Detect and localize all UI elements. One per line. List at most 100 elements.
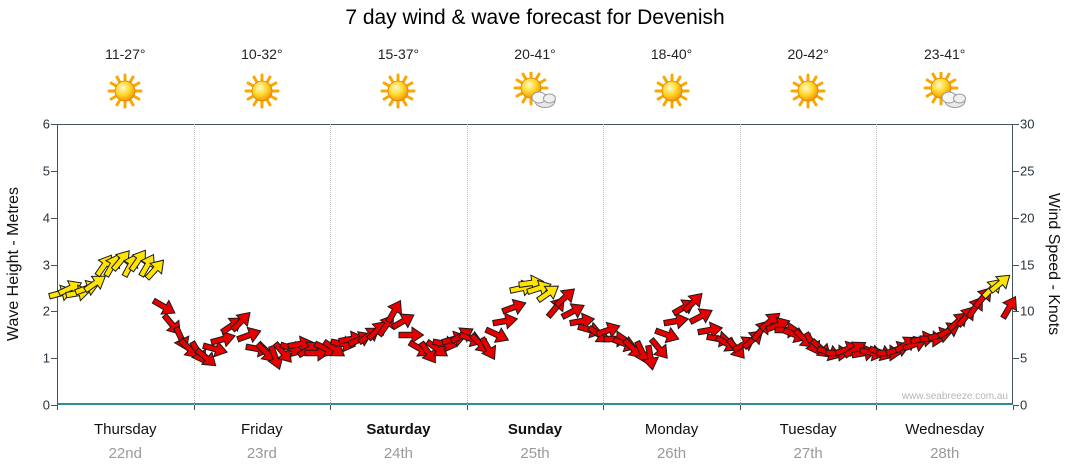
right-axis-tick-label: 30 [1020,116,1035,132]
wind-arrow [380,295,409,327]
day-temperature-label: 20-42° [787,46,829,62]
wind-arrow [640,343,662,373]
day-name-label: Monday [644,421,699,438]
day-weather-icon [649,72,695,114]
day-date-label: 26th [656,445,687,462]
bottom-axis-tick-mark [739,405,741,410]
wind-arrow [398,326,425,344]
day-name-label: Saturday [366,421,431,438]
left-axis-tick-mark [51,264,57,266]
right-axis-tick-mark [1013,358,1019,360]
sun-icon [380,73,416,109]
day-weather-icon [375,72,421,114]
day-weather-icon [239,72,285,114]
wind-arrow [123,244,153,276]
day-date-label: 28th [930,445,960,462]
right-axis-tick-label: 10 [1020,303,1035,319]
day-temperature-label: 18-40° [650,46,693,62]
sun-icon [244,73,280,109]
wind-arrow [209,327,240,351]
right-axis-tick-mark [1013,124,1019,125]
wind-arrow [498,294,530,320]
day-weather-icon [512,70,558,114]
wind-arrow [234,322,266,348]
day-boundary-gridline [193,124,195,405]
right-axis-tick-mark [1013,311,1019,313]
left-axis-tick-mark [51,124,57,125]
left-axis-tick-mark [51,358,57,360]
wind-arrow [387,306,419,335]
chart-title: 7 day wind & wave forecast for Devenish [345,6,725,29]
left-axis-tick-label: 5 [42,163,50,179]
day-temperature-label: 11-27° [105,46,146,62]
left-axis-tick-label: 4 [42,210,50,226]
right-axis-tick-label: 15 [1020,257,1035,272]
wind-arrow [558,297,590,326]
wind-arrow [677,286,709,318]
day-date-label: 23rd [246,445,277,462]
day-name-label: Tuesday [779,421,837,438]
right-axis-tick-mark [1013,217,1019,219]
wind-arrow [148,292,180,321]
day-weather-icon [102,72,148,114]
wind-arrow [414,337,444,369]
wind-arrow [628,337,656,369]
left-axis-tick-mark [51,311,57,313]
chart-plot-area [57,124,1013,405]
day-name-label: Friday [241,421,283,438]
day-name-label: Thursday [94,421,157,438]
bottom-axis-tick-mark [330,405,332,410]
right-axis-tick-mark [1013,405,1019,406]
day-date-label: 25th [520,445,550,462]
day-boundary-gridline [466,124,468,405]
wind-arrow [696,319,726,341]
wind-arrow [652,322,684,348]
day-boundary-gridline [330,124,332,405]
day-temperature-label: 20-41° [514,46,556,62]
left-axis-tick-mark [51,170,57,172]
day-temperature-label: 23-41° [924,46,966,62]
wind-arrow [80,268,112,298]
right-axis-tick-label: 5 [1020,350,1028,366]
wind-arrow [106,244,137,276]
wind-arrow [262,342,288,374]
wind-arrow [532,277,564,307]
wind-arrow [549,282,581,313]
sun-cloud-icon [923,70,966,108]
watermark-text: www.seabreeze.com.au [901,391,1008,402]
right-axis-label: Wind Speed - Knots [1045,192,1062,336]
sun-icon [654,73,690,109]
bottom-axis-tick-mark [1013,405,1014,410]
wind-arrow [251,338,283,370]
left-axis-tick-label: 1 [42,350,50,366]
left-axis-tick-label: 2 [42,303,50,319]
left-axis-tick-label: 6 [42,116,50,132]
wind-arrow [481,321,513,349]
left-axis-tick-label: 3 [42,257,50,272]
wind-arrow [268,337,299,369]
bottom-axis-tick-mark [57,405,58,410]
wind-arrow [191,343,223,374]
right-axis-tick-mark [1013,170,1019,172]
bottom-axis-tick-mark [466,405,468,410]
wind-arrow [225,305,257,337]
bottom-axis-tick-mark [603,405,605,410]
sun-icon [790,73,826,109]
wind-arrow [995,290,1024,322]
wind-arrow [568,309,598,331]
wind-arrow [474,333,503,365]
day-name-label: Sunday [507,421,563,438]
day-boundary-gridline [603,124,605,405]
day-boundary-gridline [739,124,741,405]
sun-cloud-icon [513,70,556,108]
day-date-label: 24th [383,445,414,462]
day-temperature-label: 10-32° [241,46,283,62]
wind-arrow [661,309,691,331]
left-axis-tick-mark [51,405,57,406]
wind-arrow [592,317,624,343]
wind-arrow [491,309,521,331]
right-axis-tick-label: 20 [1020,210,1035,226]
bottom-axis-tick-mark [193,405,195,410]
wind-arrow [644,333,675,365]
